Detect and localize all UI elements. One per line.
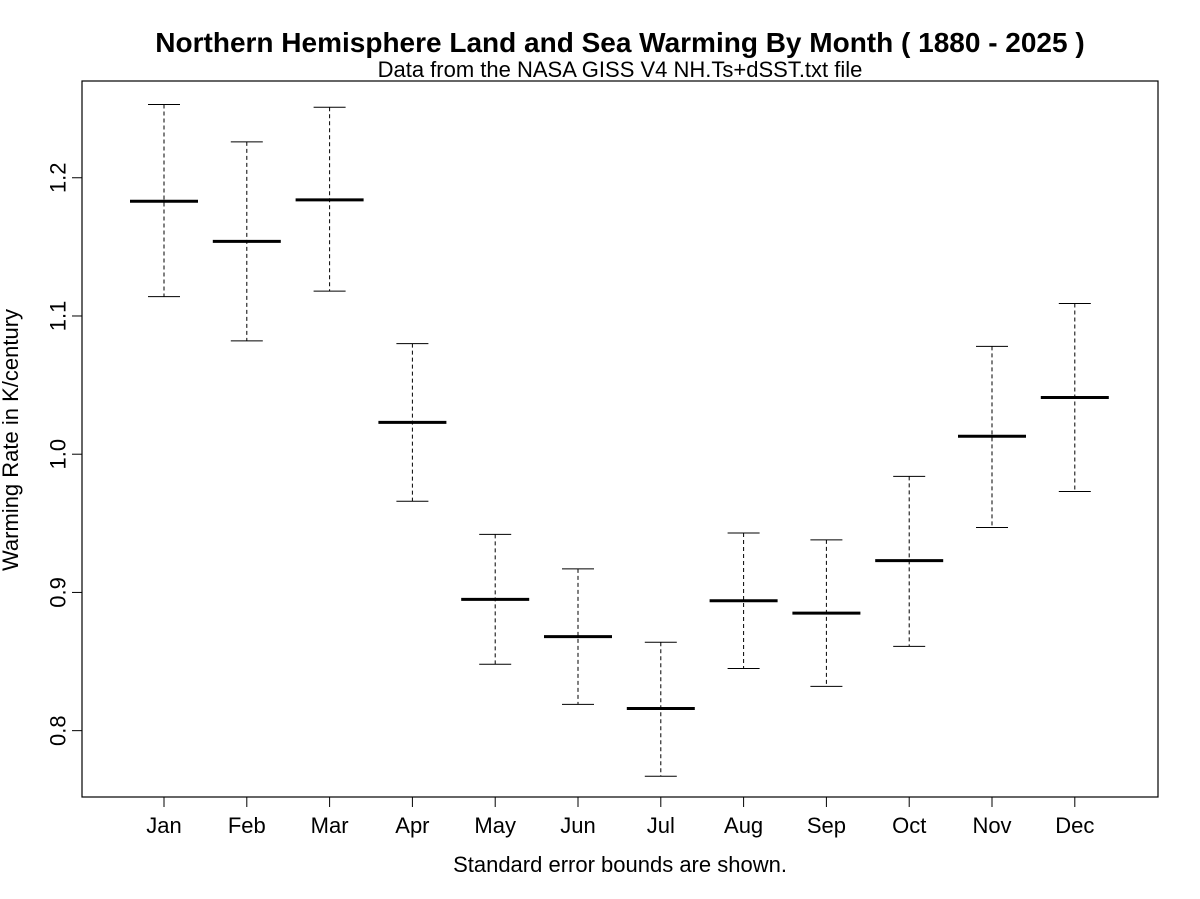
error-bars: [130, 103, 1109, 777]
x-tick-label-5: Jun: [560, 813, 595, 838]
x-tick-label-3: Apr: [395, 813, 429, 838]
error-bar-apr: [378, 343, 447, 502]
x-tick-label-11: Dec: [1055, 813, 1094, 838]
error-bar-jun: [544, 568, 612, 705]
error-bar-dec: [1040, 303, 1109, 493]
error-bar-nov: [958, 345, 1026, 528]
plot-frame: [81, 80, 1159, 798]
error-bar-may: [461, 533, 530, 665]
x-tick-label-9: Oct: [892, 813, 926, 838]
x-tick-label-8: Sep: [807, 813, 846, 838]
x-tick-label-4: May: [474, 813, 516, 838]
y-axis-title: Warming Rate in K/century: [0, 309, 23, 571]
error-bar-jan: [130, 103, 198, 298]
x-tick-label-0: Jan: [146, 813, 181, 838]
x-axis: Jan Feb Mar Apr May Jun Jul Aug Sep Oct Nov Dec: [146, 797, 1094, 838]
error-bar-feb: [212, 141, 281, 342]
error-bar-sep: [792, 539, 861, 687]
y-tick-label-0: 0.8: [46, 715, 71, 746]
x-tick-label-7: Aug: [724, 813, 763, 838]
y-tick-label-3: 1.1: [46, 301, 71, 332]
x-tick-label-2: Mar: [311, 813, 349, 838]
error-bar-jul: [626, 641, 695, 777]
y-tick-label-2: 1.0: [46, 439, 71, 470]
y-axis: 0.8 0.9 1.0 1.1 1.2: [46, 162, 82, 746]
x-axis-title: Standard error bounds are shown.: [453, 852, 787, 877]
y-tick-label-4: 1.2: [46, 162, 71, 193]
x-tick-label-10: Nov: [972, 813, 1011, 838]
chart-title: Northern Hemisphere Land and Sea Warming…: [155, 27, 1084, 58]
chart-subtitle: Data from the NASA GISS V4 NH.Ts+dSST.tx…: [378, 57, 863, 82]
x-tick-label-1: Feb: [228, 813, 266, 838]
x-tick-label-6: Jul: [647, 813, 675, 838]
error-bar-aug: [709, 532, 778, 669]
error-bar-oct: [875, 475, 944, 647]
y-tick-label-1: 0.9: [46, 577, 71, 608]
error-bar-mar: [295, 106, 364, 292]
